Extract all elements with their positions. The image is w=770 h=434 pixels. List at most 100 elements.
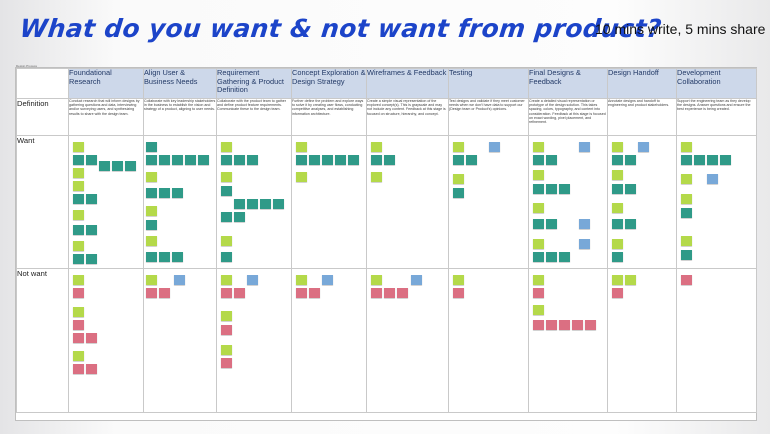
sticky-note[interactable] xyxy=(533,142,544,152)
sticky-note[interactable] xyxy=(638,142,649,152)
sticky-note[interactable] xyxy=(125,161,136,171)
want-cell-foundational-research[interactable] xyxy=(68,135,144,269)
sticky-note[interactable] xyxy=(221,155,232,165)
sticky-note[interactable] xyxy=(73,320,84,330)
sticky-note[interactable] xyxy=(73,254,84,264)
want-cell-wireframes[interactable] xyxy=(366,135,449,269)
want-cell-design-handoff[interactable] xyxy=(607,135,677,269)
sticky-note[interactable] xyxy=(73,307,84,317)
sticky-note[interactable] xyxy=(273,199,284,209)
sticky-note[interactable] xyxy=(694,155,705,165)
sticky-note[interactable] xyxy=(73,241,84,251)
sticky-note[interactable] xyxy=(112,161,123,171)
sticky-note[interactable] xyxy=(73,210,84,220)
sticky-note[interactable] xyxy=(146,155,157,165)
sticky-note[interactable] xyxy=(625,155,636,165)
sticky-note[interactable] xyxy=(533,155,544,165)
want-cell-requirement-gathering[interactable] xyxy=(216,135,292,269)
sticky-note[interactable] xyxy=(86,225,97,235)
sticky-note[interactable] xyxy=(221,252,232,262)
want-cell-align-user-business[interactable] xyxy=(143,135,217,269)
sticky-note[interactable] xyxy=(86,254,97,264)
sticky-note[interactable] xyxy=(489,142,500,152)
sticky-note[interactable] xyxy=(86,194,97,204)
sticky-note[interactable] xyxy=(453,288,464,298)
sticky-note[interactable] xyxy=(185,155,196,165)
sticky-note[interactable] xyxy=(371,142,382,152)
sticky-note[interactable] xyxy=(707,174,718,184)
sticky-note[interactable] xyxy=(146,172,157,182)
sticky-note[interactable] xyxy=(221,288,232,298)
sticky-note[interactable] xyxy=(221,345,232,355)
sticky-note[interactable] xyxy=(174,275,185,285)
sticky-note[interactable] xyxy=(384,288,395,298)
sticky-note[interactable] xyxy=(146,236,157,246)
sticky-note[interactable] xyxy=(612,184,623,194)
sticky-note[interactable] xyxy=(159,188,170,198)
sticky-note[interactable] xyxy=(172,252,183,262)
sticky-note[interactable] xyxy=(533,305,544,315)
sticky-note[interactable] xyxy=(453,188,464,198)
sticky-note[interactable] xyxy=(681,174,692,184)
sticky-note[interactable] xyxy=(453,275,464,285)
sticky-note[interactable] xyxy=(453,174,464,184)
sticky-note[interactable] xyxy=(146,142,157,152)
sticky-note[interactable] xyxy=(221,236,232,246)
sticky-note[interactable] xyxy=(73,194,84,204)
sticky-note[interactable] xyxy=(146,220,157,230)
sticky-note[interactable] xyxy=(296,275,307,285)
sticky-note[interactable] xyxy=(681,250,692,260)
sticky-note[interactable] xyxy=(198,155,209,165)
sticky-note[interactable] xyxy=(309,288,320,298)
sticky-note[interactable] xyxy=(73,168,84,178)
sticky-note[interactable] xyxy=(533,320,544,330)
sticky-note[interactable] xyxy=(296,172,307,182)
sticky-note[interactable] xyxy=(546,155,557,165)
sticky-note[interactable] xyxy=(296,142,307,152)
sticky-note[interactable] xyxy=(533,252,544,262)
want-cell-concept-exploration[interactable] xyxy=(291,135,367,269)
sticky-note[interactable] xyxy=(146,206,157,216)
sticky-note[interactable] xyxy=(221,142,232,152)
sticky-note[interactable] xyxy=(371,172,382,182)
sticky-note[interactable] xyxy=(371,275,382,285)
sticky-note[interactable] xyxy=(384,155,395,165)
sticky-note[interactable] xyxy=(221,311,232,321)
sticky-note[interactable] xyxy=(234,199,245,209)
sticky-note[interactable] xyxy=(466,155,477,165)
sticky-note[interactable] xyxy=(296,288,307,298)
sticky-note[interactable] xyxy=(533,219,544,229)
sticky-note[interactable] xyxy=(612,239,623,249)
not-want-cell-concept-exploration[interactable] xyxy=(291,268,367,413)
sticky-note[interactable] xyxy=(612,252,623,262)
sticky-note[interactable] xyxy=(146,275,157,285)
sticky-note[interactable] xyxy=(159,155,170,165)
not-want-cell-testing[interactable] xyxy=(448,268,529,413)
sticky-note[interactable] xyxy=(625,275,636,285)
sticky-note[interactable] xyxy=(73,225,84,235)
sticky-note[interactable] xyxy=(453,155,464,165)
sticky-note[interactable] xyxy=(707,155,718,165)
sticky-note[interactable] xyxy=(348,155,359,165)
sticky-note[interactable] xyxy=(159,288,170,298)
not-want-cell-design-handoff[interactable] xyxy=(607,268,677,413)
sticky-note[interactable] xyxy=(159,252,170,262)
sticky-note[interactable] xyxy=(579,239,590,249)
want-cell-final-designs[interactable] xyxy=(528,135,608,269)
sticky-note[interactable] xyxy=(612,288,623,298)
sticky-note[interactable] xyxy=(86,155,97,165)
sticky-note[interactable] xyxy=(546,219,557,229)
sticky-note[interactable] xyxy=(221,275,232,285)
sticky-note[interactable] xyxy=(73,333,84,343)
sticky-note[interactable] xyxy=(247,275,258,285)
sticky-note[interactable] xyxy=(247,199,258,209)
sticky-note[interactable] xyxy=(720,155,731,165)
not-want-cell-final-designs[interactable] xyxy=(528,268,608,413)
sticky-note[interactable] xyxy=(559,252,570,262)
not-want-cell-development-collab[interactable] xyxy=(676,268,757,413)
sticky-note[interactable] xyxy=(322,275,333,285)
sticky-note[interactable] xyxy=(625,184,636,194)
sticky-note[interactable] xyxy=(681,236,692,246)
want-cell-testing[interactable] xyxy=(448,135,529,269)
sticky-note[interactable] xyxy=(453,142,464,152)
